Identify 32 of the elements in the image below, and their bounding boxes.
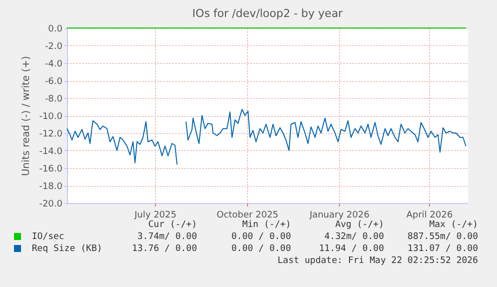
x-tick-label: October 2025 bbox=[216, 210, 278, 220]
y-axis-title: Units read (-) / write (+) bbox=[21, 56, 32, 176]
text: 4.32m/ 0.00 bbox=[324, 231, 384, 243]
legend-label: IO/sec bbox=[30, 231, 64, 243]
text: 0.00 / 0.00 bbox=[231, 231, 291, 243]
text: 131.07 / 0.00 bbox=[408, 243, 478, 255]
x-tick-label: April 2026 bbox=[406, 210, 453, 220]
y-tick-label: -8.0 bbox=[44, 94, 63, 104]
y-tick-label: -12.0 bbox=[39, 130, 63, 140]
text: Last update: Fri May 22 02:25:52 2026 bbox=[278, 255, 478, 267]
y-tick-label: -6.0 bbox=[44, 77, 63, 87]
text: 3.74m/ 0.00 bbox=[137, 231, 197, 243]
y-tick-label: -20.0 bbox=[39, 200, 63, 210]
y-tick-label: -4.0 bbox=[44, 60, 63, 70]
x-tick-label: January 2026 bbox=[308, 210, 370, 220]
y-tick-label: -18.0 bbox=[39, 182, 63, 192]
text: Min (-/+) bbox=[242, 219, 291, 231]
y-tick-label: -16.0 bbox=[39, 164, 63, 174]
y-tick-label: 0.0 bbox=[48, 24, 63, 34]
text: Cur (-/+) bbox=[148, 220, 197, 231]
y-tick-label: -10.0 bbox=[39, 112, 63, 122]
chart-title: IOs for /dev/loop2 - by year bbox=[192, 7, 344, 20]
text: 11.94 / 0.00 bbox=[318, 243, 384, 255]
text: Max (-/+) bbox=[429, 219, 478, 231]
x-tick-label: July 2025 bbox=[134, 210, 176, 220]
y-tick-label: -14.0 bbox=[39, 147, 63, 157]
text: Avg (-/+) bbox=[335, 220, 384, 231]
text: 0.00 / 0.00 bbox=[231, 243, 291, 255]
text: 887.55m/ 0.00 bbox=[408, 231, 478, 243]
legend-label: Req Size (KB) bbox=[30, 243, 102, 255]
y-tick-label: -2.0 bbox=[44, 42, 63, 52]
text: 13.76 / 0.00 bbox=[132, 243, 197, 255]
